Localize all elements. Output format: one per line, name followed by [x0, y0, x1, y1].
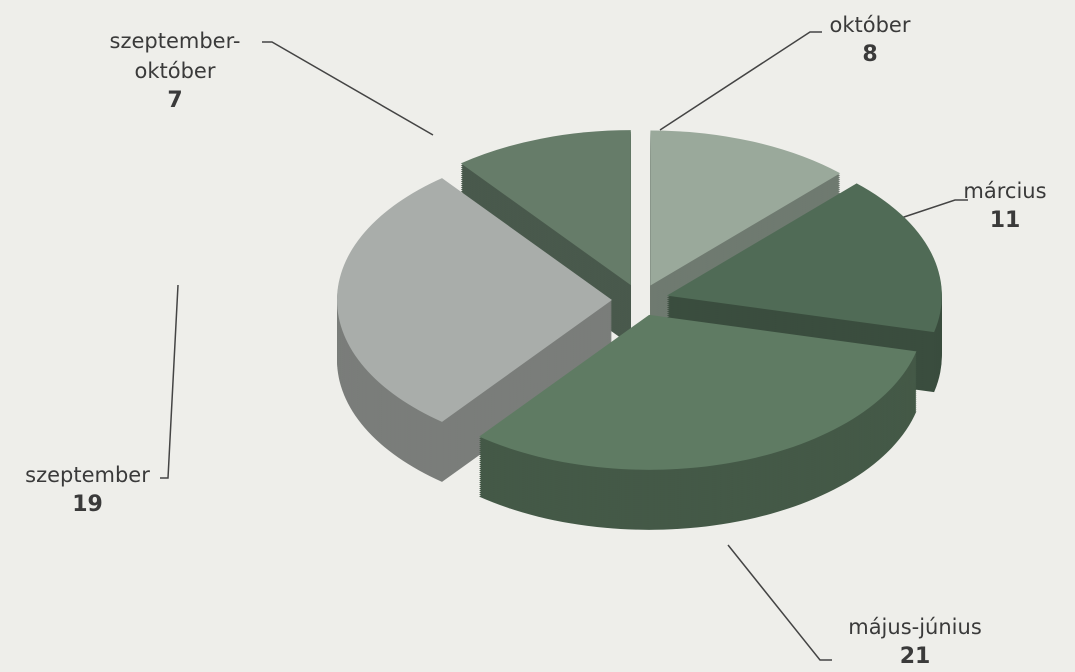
slice-top — [337, 178, 612, 422]
category-label: május-június — [848, 615, 982, 639]
leader-line — [659, 31, 822, 131]
slice-top — [479, 314, 917, 470]
leader-line — [262, 41, 434, 136]
value-label: 11 — [989, 208, 1021, 233]
label: március 11 — [945, 176, 1065, 236]
value-label: 21 — [899, 644, 931, 669]
slice-top — [460, 130, 631, 286]
leader-line — [160, 284, 179, 479]
slice-top — [650, 130, 841, 286]
leader-line — [894, 199, 968, 221]
slice — [479, 314, 917, 530]
slice — [336, 178, 612, 482]
category-label: március — [963, 179, 1047, 203]
category-label: október — [829, 13, 911, 37]
label: szeptember 19 — [0, 460, 175, 520]
label: május-június 21 — [820, 612, 1010, 672]
value-label: 19 — [72, 492, 103, 517]
leader-line — [727, 544, 832, 661]
label: október 8 — [800, 10, 940, 70]
slice-top — [666, 183, 942, 333]
category-label: szeptember-október — [109, 29, 241, 83]
category-label: szeptember — [25, 463, 150, 487]
label: szeptember-október 7 — [105, 26, 245, 116]
value-label: 8 — [862, 42, 878, 67]
leaders — [160, 31, 968, 661]
value-label: 7 — [167, 88, 183, 113]
